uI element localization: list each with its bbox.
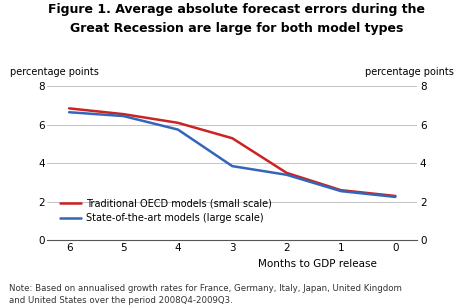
Legend: Traditional OECD models (small scale), State-of-the-art models (large scale): Traditional OECD models (small scale), S… <box>60 198 272 223</box>
Line: State-of-the-art models (large scale): State-of-the-art models (large scale) <box>69 112 395 197</box>
Text: percentage points: percentage points <box>10 67 99 77</box>
Text: percentage points: percentage points <box>365 67 454 77</box>
State-of-the-art models (large scale) <box>229 164 235 168</box>
Traditional OECD models (small scale) <box>284 171 290 175</box>
Traditional OECD models (small scale) <box>338 188 344 192</box>
Traditional OECD models (small scale) <box>121 112 127 116</box>
State-of-the-art models (large scale) <box>175 128 181 132</box>
Traditional OECD models (small scale) <box>175 121 181 125</box>
State-of-the-art models (large scale) <box>121 114 127 118</box>
State-of-the-art models (large scale) <box>284 173 290 176</box>
Traditional OECD models (small scale) <box>229 136 235 140</box>
Text: Figure 1. Average absolute forecast errors during the: Figure 1. Average absolute forecast erro… <box>48 3 426 16</box>
Text: Note: Based on annualised growth rates for France, Germany, Italy, Japan, United: Note: Based on annualised growth rates f… <box>9 284 402 305</box>
Text: Great Recession are large for both model types: Great Recession are large for both model… <box>70 22 404 34</box>
Traditional OECD models (small scale) <box>66 107 72 110</box>
State-of-the-art models (large scale) <box>66 110 72 114</box>
Traditional OECD models (small scale) <box>392 194 398 198</box>
State-of-the-art models (large scale) <box>392 195 398 199</box>
X-axis label: Months to GDP release: Months to GDP release <box>258 259 377 269</box>
Line: Traditional OECD models (small scale): Traditional OECD models (small scale) <box>69 108 395 196</box>
State-of-the-art models (large scale) <box>338 189 344 193</box>
